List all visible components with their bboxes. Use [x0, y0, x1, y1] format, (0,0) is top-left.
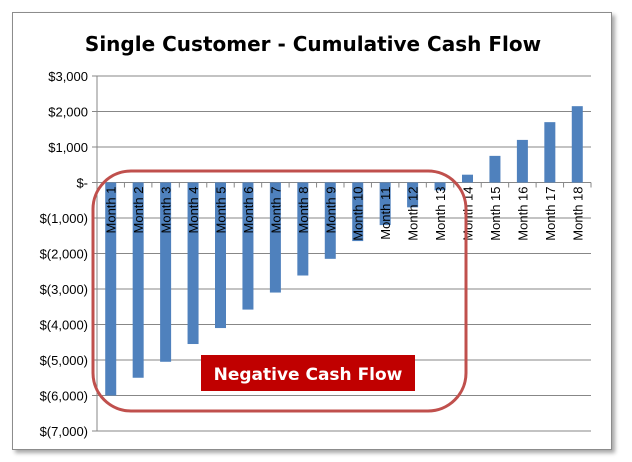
- y-tick-label: $1,000: [48, 140, 88, 155]
- x-category-label: Month 11: [378, 187, 393, 240]
- y-tick-label: $(4,000): [40, 318, 88, 333]
- x-category-label: Month 18: [570, 187, 585, 241]
- x-axis-labels: Month 1 Month 2 Month 3 Month 4 Month 5 Month…: [104, 187, 586, 241]
- negative-cash-flow-callout: Negative Cash Flow: [201, 355, 415, 391]
- y-axis-labels: $3,000 $2,000 $1,000 $- $(1,000) $(2,000) $(3,…: [40, 69, 88, 439]
- y-tick-label: $(3,000): [40, 282, 88, 297]
- bar: [160, 182, 172, 362]
- bar: [571, 106, 583, 183]
- x-category-label: Month 12: [406, 187, 421, 241]
- y-tick-label: $3,000: [48, 69, 88, 84]
- bar: [324, 182, 336, 259]
- y-tick-label: $(1,000): [40, 211, 88, 226]
- callout-box: [201, 355, 415, 391]
- cash-flow-chart: Single Customer - Cumulative Cash Flow $…: [40, 32, 592, 439]
- x-category-label: Month 5: [214, 187, 229, 234]
- x-category-label: Month 17: [543, 187, 558, 241]
- x-category-label: Month 8: [296, 187, 311, 234]
- x-category-label: Month 10: [351, 187, 366, 241]
- x-category-label: Month 3: [159, 187, 174, 234]
- chart-title: Single Customer - Cumulative Cash Flow: [85, 32, 541, 56]
- y-tick-label: $2,000: [48, 105, 88, 120]
- bar: [215, 182, 226, 329]
- x-category-label: Month 2: [131, 187, 146, 234]
- callout-label: Negative Cash Flow: [214, 365, 403, 385]
- bar: [297, 182, 309, 276]
- bar: [269, 182, 281, 293]
- bar: [105, 182, 117, 396]
- bars: [105, 106, 583, 396]
- y-tick-label: $-: [76, 176, 88, 191]
- y-tick-label: $(2,000): [40, 247, 88, 262]
- x-category-label: Month 1: [104, 187, 119, 234]
- negative-region-highlight: [91, 169, 468, 413]
- bar: [462, 174, 473, 183]
- x-category-label: Month 4: [186, 187, 201, 234]
- bar: [132, 182, 144, 378]
- bar: [544, 122, 556, 183]
- bar: [187, 182, 199, 345]
- x-category-label: Month 13: [433, 187, 448, 241]
- bar: [434, 182, 446, 191]
- x-category-label: Month 16: [515, 187, 530, 241]
- bar: [242, 182, 254, 310]
- bar: [489, 155, 501, 183]
- y-tick-label: $(6,000): [40, 389, 88, 404]
- bar: [379, 182, 391, 226]
- bar: [352, 182, 364, 242]
- x-category-label: Month 15: [488, 187, 503, 241]
- bar: [407, 182, 419, 208]
- chart-container: Single Customer - Cumulative Cash Flow $…: [12, 12, 612, 450]
- x-category-label: Month 7: [268, 187, 283, 234]
- bar: [516, 139, 528, 183]
- y-tick-label: $(5,000): [40, 353, 88, 368]
- x-category-label: Month 6: [241, 187, 256, 234]
- y-tick-label: $(7,000): [40, 424, 88, 439]
- x-category-label: Month 9: [323, 187, 338, 234]
